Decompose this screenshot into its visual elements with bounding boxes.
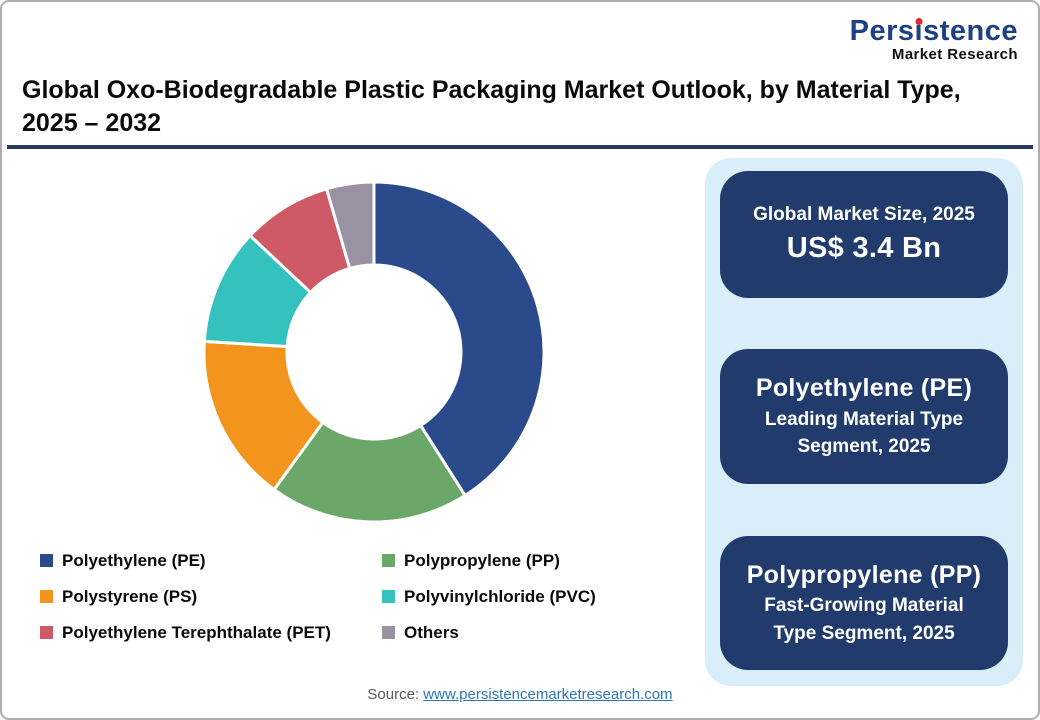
donut-slice-2	[271, 420, 468, 524]
logo-brand-text: Persıstence	[849, 15, 1018, 47]
legend-label: Polystyrene (PS)	[62, 586, 198, 606]
market-size-value: US$ 3.4 Bn	[786, 231, 942, 264]
legend-label: Polyethylene Terephthalate (PET)	[62, 622, 331, 642]
legend-label: Polypropylene (PP)	[404, 550, 560, 570]
source-line: Source: www.persistencemarketresearch.co…	[2, 686, 1038, 703]
page-title: Global Oxo-Biodegradable Plastic Packagi…	[22, 76, 961, 137]
market-size-card: Global Market Size, 2025 US$ 3.4 Bn	[720, 171, 1008, 298]
fast-growing-segment-name: Polypropylene (PP)	[746, 560, 982, 589]
market-size-label: Global Market Size, 2025	[753, 204, 975, 226]
highlight-panel: Global Market Size, 2025 US$ 3.4 Bn Poly…	[705, 158, 1023, 686]
logo-subtitle: Market Research	[891, 46, 1018, 64]
source-label: Source:	[367, 686, 420, 703]
legend-swatch-icon	[40, 554, 53, 567]
legend-swatch-icon	[40, 626, 53, 639]
leading-segment-desc: Leading Material Type Segment, 2025	[764, 408, 964, 458]
legend-item-4: Polyvinylchloride (PVC)	[382, 585, 596, 608]
source-link[interactable]: www.persistencemarketresearch.com	[423, 686, 673, 703]
legend-swatch-icon	[382, 590, 395, 603]
fast-growing-segment-desc: Fast-Growing Material Type Segment, 2025	[764, 595, 964, 644]
legend-item-3: Polystyrene (PS)	[40, 585, 382, 608]
legend-swatch-icon	[40, 590, 53, 603]
legend-swatch-icon	[382, 626, 395, 639]
logo-red-dot-i: ı	[914, 15, 924, 47]
fast-growing-segment-card: Polypropylene (PP) Fast-Growing Material…	[720, 536, 1008, 670]
legend-label: Polyvinylchloride (PVC)	[404, 586, 596, 606]
legend-label: Polyethylene (PE)	[62, 550, 206, 570]
legend-item-2: Polypropylene (PP)	[382, 549, 596, 572]
leading-segment-card: Polyethylene (PE) Leading Material Type …	[720, 349, 1008, 484]
legend-item-5: Polyethylene Terephthalate (PET)	[40, 621, 382, 644]
logo-brand-part2: stence	[923, 15, 1018, 47]
chart-legend: Polyethylene (PE) Polypropylene (PP) Polys…	[40, 549, 596, 644]
company-logo: Persıstence Market Research	[850, 16, 1018, 63]
logo-brand-part1: Pers	[849, 15, 915, 47]
leading-segment-name: Polyethylene (PE)	[755, 374, 973, 403]
legend-label: Others	[404, 622, 459, 642]
donut-slice-1	[372, 180, 546, 498]
donut-slice-6	[324, 180, 376, 271]
legend-item-6: Others	[382, 621, 596, 644]
title-underline	[7, 145, 1033, 149]
legend-swatch-icon	[382, 554, 395, 567]
legend-item-1: Polyethylene (PE)	[40, 549, 382, 572]
